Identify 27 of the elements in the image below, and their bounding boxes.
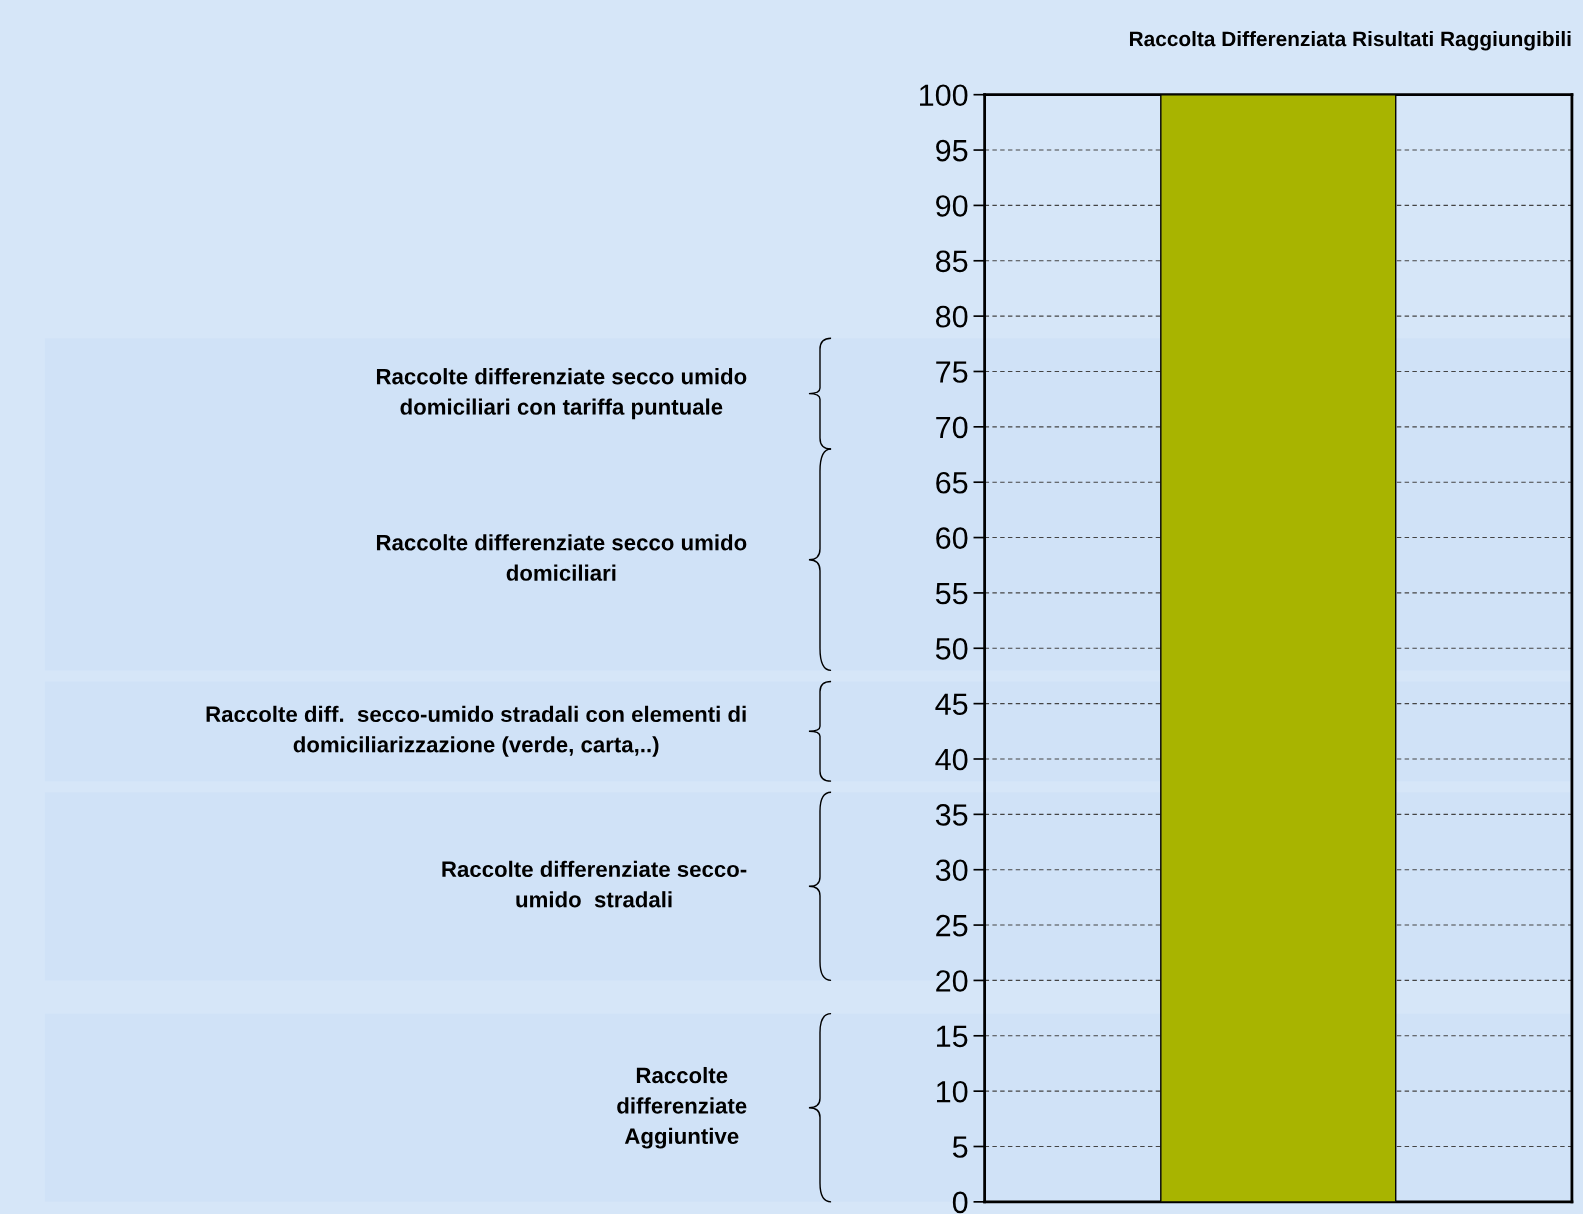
y-tick-label: 45 [935, 693, 968, 716]
band-label: Raccolte diff. secco-umido stradali con elementi di domiciliarizzazione (verde, carta,..) [206, 705, 746, 757]
y-tick-label: 50 [935, 638, 968, 660]
band-label: Raccolte differenziate secco- umido stradali [442, 860, 747, 908]
y-tick-label: 75 [936, 361, 968, 383]
y-tick-label: 40 [935, 748, 968, 771]
y-tick-label: 35 [935, 804, 968, 826]
y-tick-label: 70 [936, 416, 968, 439]
chart-title: Raccolta Differenziata Risultati Raggiungibili [1130, 30, 1571, 51]
y-tick-label: 30 [935, 859, 968, 882]
y-tick-label: 85 [936, 250, 968, 273]
band-label: Raccolte differenziate Aggiuntive [617, 1066, 747, 1149]
y-tick-label: 80 [936, 305, 968, 328]
y-tick-label: 25 [936, 914, 968, 937]
y-tick-label: 65 [936, 471, 968, 494]
band-label: Raccolte differenziate secco umido domiciliari [376, 534, 747, 581]
y-tick-label: 60 [936, 527, 968, 549]
y-tick-label: 55 [935, 582, 968, 605]
y-tick-label: 5 [952, 1136, 968, 1158]
y-tick-label: 90 [936, 195, 968, 217]
band-label: Raccolte differenziate secco umido domiciliari con tariffa puntuale [376, 368, 747, 420]
y-tick-label: 15 [937, 1025, 968, 1048]
y-tick-label: 100 [920, 84, 968, 107]
y-tick-label: 10 [937, 1080, 968, 1103]
y-tick-label: 0 [952, 1191, 968, 1214]
y-tick-label: 20 [936, 970, 968, 992]
y-tick-label: 95 [936, 139, 968, 162]
